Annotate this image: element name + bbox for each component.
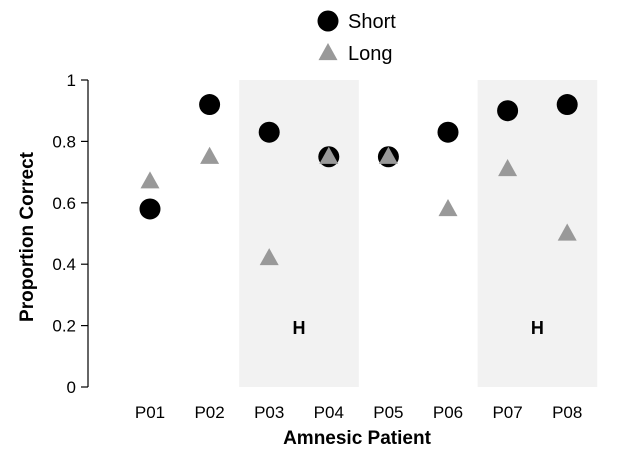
- point-long-p01: [140, 171, 160, 189]
- point-short-p02: [199, 94, 221, 116]
- axes: 0 0.2 0.4 0.6 0.8 1 P01 P02 P03 P04 P05 P06 P07 P08: [52, 71, 582, 422]
- x-axis-title: Amnesic Patient: [283, 428, 431, 449]
- y-tick-label: 0.2: [52, 317, 76, 336]
- legend: Short Long: [317, 10, 396, 65]
- x-tick-label: P04: [314, 403, 344, 422]
- point-long-p02: [200, 146, 220, 164]
- legend-marker-long: [318, 43, 338, 61]
- x-tick-label: P02: [194, 403, 224, 422]
- y-tick-label: 1: [67, 71, 76, 90]
- shaded-band-2: [477, 80, 598, 387]
- x-tick-label: P03: [254, 403, 284, 422]
- point-short-p06: [437, 121, 459, 143]
- y-tick-label: 0.8: [52, 132, 76, 151]
- shaded-band-1: [239, 80, 359, 387]
- y-tick-label: 0.6: [52, 194, 76, 213]
- point-short-p08: [556, 94, 578, 116]
- y-tick-label: 0.4: [52, 255, 76, 274]
- band-label-2: H: [531, 318, 544, 338]
- point-short-p07: [497, 100, 519, 122]
- x-tick-label: P08: [552, 403, 582, 422]
- legend-label-long: Long: [348, 43, 393, 65]
- point-short-p03: [258, 121, 280, 143]
- point-long-p05: [378, 146, 398, 164]
- point-long-p04: [319, 146, 339, 164]
- band-label-1: H: [293, 318, 306, 338]
- point-long-p08: [557, 223, 577, 241]
- point-long-p07: [498, 159, 518, 177]
- point-long-p03: [259, 248, 279, 266]
- x-tick-label: P05: [373, 403, 403, 422]
- x-tick-label: P07: [492, 403, 522, 422]
- y-tick-label: 0: [67, 378, 76, 397]
- legend-marker-short: [317, 10, 339, 32]
- legend-label-short: Short: [348, 11, 396, 33]
- y-axis-title: Proportion Correct: [17, 151, 38, 322]
- data-marks: [139, 94, 578, 266]
- point-long-p06: [438, 198, 458, 217]
- x-tick-label: P06: [433, 403, 463, 422]
- point-short-p01: [139, 198, 161, 220]
- x-tick-label: P01: [135, 403, 165, 422]
